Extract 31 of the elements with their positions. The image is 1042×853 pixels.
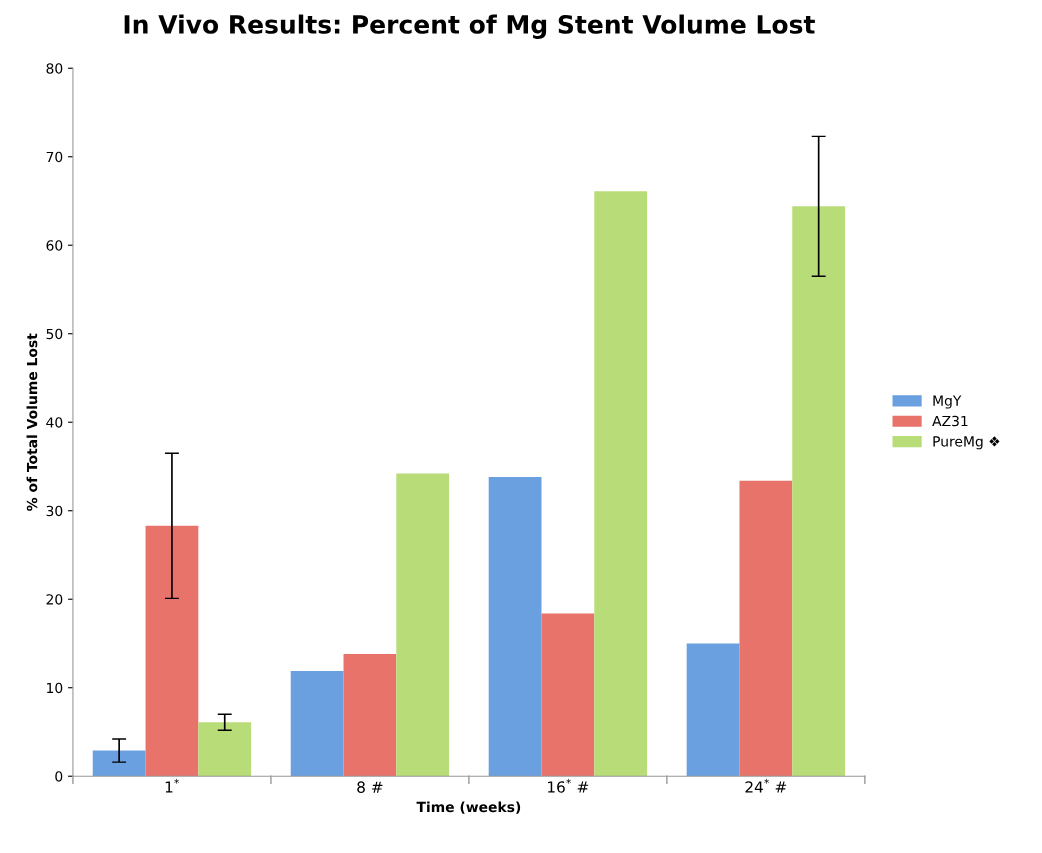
legend-label: AZ31 (932, 415, 968, 427)
y-tick-label: 60 (46, 240, 63, 251)
bar (594, 191, 648, 777)
y-tick-label: 20 (46, 594, 63, 605)
y-tick-label: 10 (47, 682, 63, 694)
y-tick-label: 70 (46, 151, 63, 163)
bar (541, 613, 595, 777)
chart-title: In Vivo Results: Percent of Mg Stent Volume Lost (124, 14, 815, 39)
y-axis-title: % of Total Volume Lost (26, 333, 38, 511)
bar (396, 473, 450, 777)
legend-label: MgY (933, 395, 962, 409)
x-tick-label: 1$^{*}$ (165, 778, 179, 793)
bar (92, 750, 146, 777)
legend-label: PureMg ❖ (933, 436, 1000, 450)
bar (198, 722, 252, 777)
bar (686, 643, 740, 777)
y-tick-label: 30 (46, 505, 63, 517)
y-tick-label: 50 (46, 328, 63, 340)
y-tick-label: 0 (55, 771, 63, 782)
bar (792, 206, 846, 777)
x-axis-title: Time (weeks) (416, 801, 521, 814)
bar (290, 670, 344, 777)
x-tick-label: 24$^{*}$ # (745, 778, 787, 793)
bar (488, 477, 542, 777)
bar (343, 654, 397, 777)
y-tick-label: 40 (46, 417, 63, 428)
x-tick-label: 8 # (357, 781, 383, 793)
bar (739, 480, 793, 777)
y-tick-label: 80 (46, 63, 63, 74)
x-tick-label: 16$^{*}$ # (548, 778, 589, 793)
bar (145, 525, 199, 777)
